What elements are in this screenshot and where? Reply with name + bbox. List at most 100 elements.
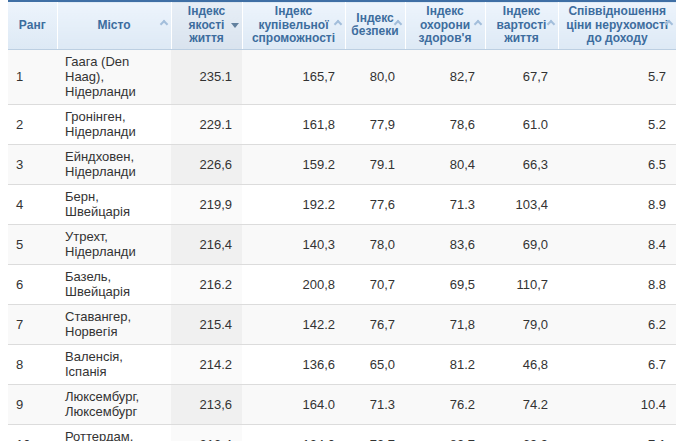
property-price-ratio-cell: 7.1 <box>558 424 676 441</box>
cost-of-living-cell: 110,7 <box>485 264 558 304</box>
city-cell: Гронінген, Нідерланди <box>57 104 171 144</box>
quality-of-life-cell: 216.2 <box>171 264 242 304</box>
city-cell: Люксембург, Люксембург <box>57 384 171 424</box>
column-header-label: Місто <box>97 18 130 32</box>
purchasing-power-cell: 200,8 <box>242 264 345 304</box>
header-row: Ранг Місто Індекс якості життя Індекс ку… <box>8 1 676 49</box>
rank-cell: 10 <box>8 424 57 441</box>
city-cell: Валенсія, Іспанія <box>57 344 171 384</box>
safety-cell: 71.3 <box>345 384 405 424</box>
column-header-label: Індекс охорони здоров'я <box>419 4 472 45</box>
health-care-cell: 82,7 <box>405 424 485 441</box>
property-price-ratio-cell: 5.2 <box>558 104 676 144</box>
column-header-label: Ранг <box>19 18 46 32</box>
table-row: 6Базель, Швейцарія216.2200,870,769,5110,… <box>8 264 676 304</box>
sort-caret-icon <box>473 20 481 28</box>
city-cell: Гаага (Den Haag), Нідерланди <box>57 49 171 104</box>
table-row: 3Ейндховен, Нідерланди226,6159.279.180,4… <box>8 144 676 184</box>
city-cell: Роттердам, Нідерланди <box>57 424 171 441</box>
health-care-cell: 71.3 <box>405 184 485 224</box>
quality-of-life-cell: 235.1 <box>171 49 242 104</box>
health-care-cell: 81.2 <box>405 344 485 384</box>
table-row: 7Ставангер, Норвегія215.4142.276,771,879… <box>8 304 676 344</box>
quality-of-life-cell: 229.1 <box>171 104 242 144</box>
rank-cell: 2 <box>8 104 57 144</box>
city-cell: Утрехт, Нідерланди <box>57 224 171 264</box>
city-rankings-table: Ранг Місто Індекс якості життя Індекс ку… <box>8 0 676 441</box>
property-price-ratio-cell: 8.8 <box>558 264 676 304</box>
property-price-ratio-cell: 10.4 <box>558 384 676 424</box>
column-header-label: Індекс якості життя <box>188 4 225 45</box>
column-header-property-price-ratio[interactable]: Співвідношення ціни нерухомості до доход… <box>558 1 676 49</box>
purchasing-power-cell: 142.2 <box>242 304 345 344</box>
rank-cell: 7 <box>8 304 57 344</box>
property-price-ratio-cell: 6.7 <box>558 344 676 384</box>
column-header-health-care[interactable]: Індекс охорони здоров'я <box>405 1 485 49</box>
cost-of-living-cell: 74.2 <box>485 384 558 424</box>
quality-of-life-cell: 216,4 <box>171 224 242 264</box>
purchasing-power-cell: 134,0 <box>242 424 345 441</box>
city-cell: Базель, Швейцарія <box>57 264 171 304</box>
safety-cell: 73,7 <box>345 424 405 441</box>
column-header-quality-of-life[interactable]: Індекс якості життя <box>171 1 242 49</box>
quality-of-life-cell: 213,6 <box>171 384 242 424</box>
table-row: 5Утрехт, Нідерланди216,4140,378,083,669,… <box>8 224 676 264</box>
quality-of-life-cell: 215.4 <box>171 304 242 344</box>
rank-cell: 3 <box>8 144 57 184</box>
purchasing-power-cell: 161,8 <box>242 104 345 144</box>
health-care-cell: 71,8 <box>405 304 485 344</box>
table-row: 2Гронінген, Нідерланди229.1161,877,978,6… <box>8 104 676 144</box>
rank-cell: 9 <box>8 384 57 424</box>
purchasing-power-cell: 165,7 <box>242 49 345 104</box>
sort-desc-icon <box>231 23 239 28</box>
purchasing-power-cell: 159.2 <box>242 144 345 184</box>
purchasing-power-cell: 140,3 <box>242 224 345 264</box>
purchasing-power-cell: 164.0 <box>242 384 345 424</box>
health-care-cell: 80,4 <box>405 144 485 184</box>
cost-of-living-cell: 66,3 <box>485 144 558 184</box>
purchasing-power-cell: 192.2 <box>242 184 345 224</box>
table-header: Ранг Місто Індекс якості життя Індекс ку… <box>8 1 676 49</box>
property-price-ratio-cell: 8.9 <box>558 184 676 224</box>
table-row: 4Берн, Швейцарія219,9192.277,671.3103,48… <box>8 184 676 224</box>
property-price-ratio-cell: 6.2 <box>558 304 676 344</box>
cost-of-living-cell: 46,8 <box>485 344 558 384</box>
rank-cell: 6 <box>8 264 57 304</box>
property-price-ratio-cell: 6.5 <box>558 144 676 184</box>
cost-of-living-cell: 61.0 <box>485 104 558 144</box>
city-cell: Берн, Швейцарія <box>57 184 171 224</box>
column-header-purchasing-power[interactable]: Індекс купівельної спроможності <box>242 1 345 49</box>
quality-of-life-cell: 226,6 <box>171 144 242 184</box>
health-care-cell: 69,5 <box>405 264 485 304</box>
table-body: 1Гаага (Den Haag), Нідерланди235.1165,78… <box>8 49 676 441</box>
quality-of-life-cell: 213,4 <box>171 424 242 441</box>
column-header-label: Індекс купівельної спроможності <box>252 4 335 45</box>
safety-cell: 77,9 <box>345 104 405 144</box>
rank-cell: 8 <box>8 344 57 384</box>
column-header-safety[interactable]: Індекс безпеки <box>345 1 405 49</box>
health-care-cell: 76.2 <box>405 384 485 424</box>
safety-cell: 80,0 <box>345 49 405 104</box>
sort-caret-icon <box>546 20 554 28</box>
table-row: 1Гаага (Den Haag), Нідерланди235.1165,78… <box>8 49 676 104</box>
cost-of-living-cell: 69,0 <box>485 224 558 264</box>
health-care-cell: 82,7 <box>405 49 485 104</box>
safety-cell: 78,0 <box>345 224 405 264</box>
cost-of-living-cell: 67,7 <box>485 49 558 104</box>
table-row: 9Люксембург, Люксембург213,6164.071.376.… <box>8 384 676 424</box>
cost-of-living-cell: 79,0 <box>485 304 558 344</box>
column-header-cost-of-living[interactable]: Індекс вартості життя <box>485 1 558 49</box>
city-cell: Ставангер, Норвегія <box>57 304 171 344</box>
column-header-city[interactable]: Місто <box>57 1 171 49</box>
column-header-label: Індекс безпеки <box>351 11 398 39</box>
health-care-cell: 83,6 <box>405 224 485 264</box>
column-header-label: Індекс вартості життя <box>497 4 547 45</box>
safety-cell: 76,7 <box>345 304 405 344</box>
rank-cell: 4 <box>8 184 57 224</box>
quality-of-life-cell: 214.2 <box>171 344 242 384</box>
sort-caret-icon <box>159 20 167 28</box>
property-price-ratio-cell: 5.7 <box>558 49 676 104</box>
rank-cell: 1 <box>8 49 57 104</box>
safety-cell: 70,7 <box>345 264 405 304</box>
sort-caret-icon <box>333 20 341 28</box>
